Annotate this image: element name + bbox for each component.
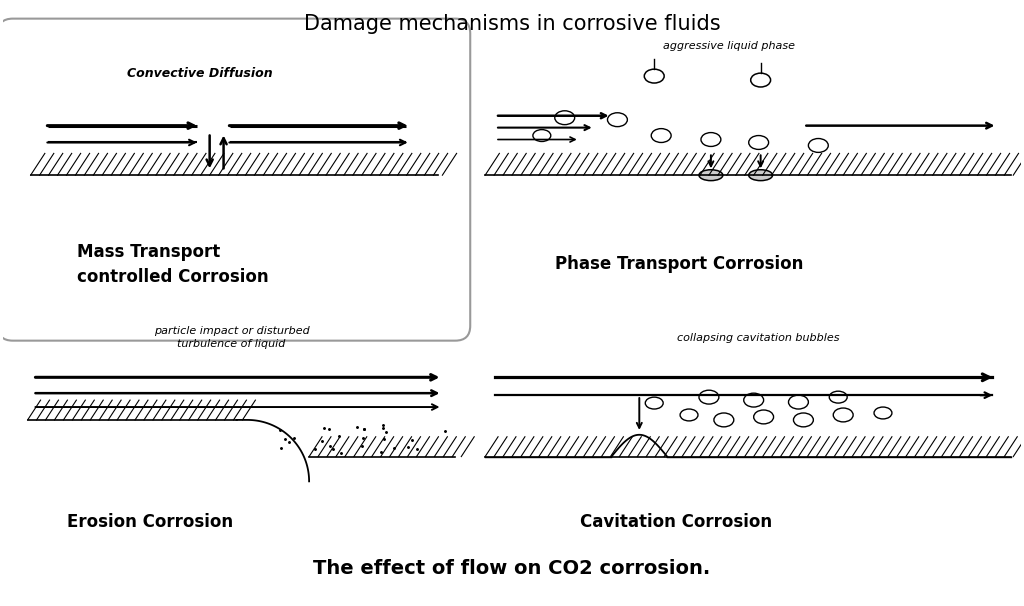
Text: aggressive liquid phase: aggressive liquid phase <box>663 41 795 52</box>
Text: Erosion Corrosion: Erosion Corrosion <box>68 513 233 531</box>
FancyBboxPatch shape <box>0 19 470 341</box>
Text: particle impact or disturbed
turbulence of liquid: particle impact or disturbed turbulence … <box>154 326 309 349</box>
Ellipse shape <box>749 170 772 181</box>
Text: Phase Transport Corrosion: Phase Transport Corrosion <box>555 255 803 273</box>
Text: Cavitation Corrosion: Cavitation Corrosion <box>580 513 772 531</box>
Ellipse shape <box>699 170 723 181</box>
Text: Damage mechanisms in corrosive fluids: Damage mechanisms in corrosive fluids <box>304 14 720 34</box>
Text: collapsing cavitation bubbles: collapsing cavitation bubbles <box>678 333 840 342</box>
Text: Mass Transport
controlled Corrosion: Mass Transport controlled Corrosion <box>78 243 269 286</box>
Text: The effect of flow on CO2 corrosion.: The effect of flow on CO2 corrosion. <box>313 559 711 578</box>
Text: Convective Diffusion: Convective Diffusion <box>127 67 272 79</box>
